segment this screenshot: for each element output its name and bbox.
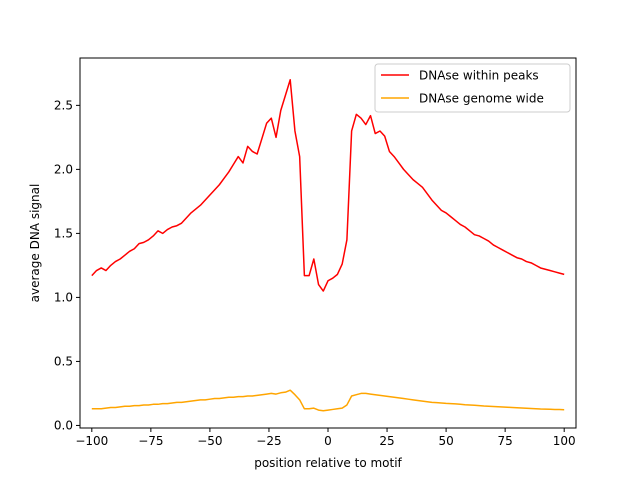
x-tick-label: 100 (553, 434, 576, 448)
x-tick-label: −25 (256, 434, 281, 448)
x-tick-label: 0 (324, 434, 332, 448)
x-tick-label: −75 (138, 434, 163, 448)
y-tick-label: 1.0 (54, 290, 73, 304)
y-tick-label: 1.5 (54, 226, 73, 240)
x-tick-label: 25 (379, 434, 394, 448)
legend-frame (374, 63, 571, 113)
y-axis-label: average DNA signal (28, 184, 42, 303)
x-tick-label: −50 (197, 434, 222, 448)
x-tick-label: −100 (75, 434, 108, 448)
y-tick-label: 0.0 (54, 418, 73, 432)
y-tick-label: 2.0 (54, 162, 73, 176)
x-axis: −100 −75 −50 −25 0 25 50 75 100 (75, 428, 576, 448)
legend-label-within-peaks: DNAse within peaks (419, 69, 539, 83)
series-line-within-peaks (91, 79, 565, 292)
legend: DNAse within peaks DNAse genome wide (374, 63, 571, 113)
series-line-genome-wide (91, 389, 565, 412)
y-tick-label: 0.5 (54, 354, 73, 368)
legend-label-genome-wide: DNAse genome wide (419, 92, 544, 106)
x-tick-label: 50 (438, 434, 453, 448)
x-axis-label: position relative to motif (254, 456, 402, 470)
y-tick-label: 2.5 (54, 98, 73, 112)
series-layer (91, 79, 565, 412)
x-tick-label: 75 (498, 434, 513, 448)
y-axis: 0.0 0.5 1.0 1.5 2.0 2.5 (54, 98, 80, 432)
